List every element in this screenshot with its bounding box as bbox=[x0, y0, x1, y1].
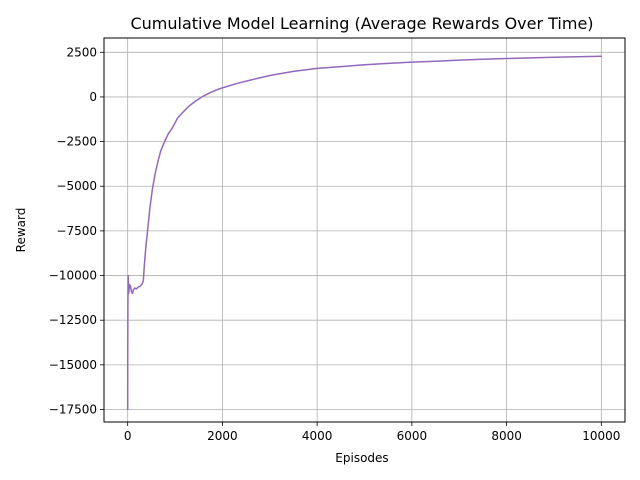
plot-frame bbox=[103, 37, 626, 423]
x-axis-label: Episodes bbox=[335, 451, 388, 465]
x-tick-label: 6000 bbox=[397, 429, 428, 443]
x-tick-label: 0 bbox=[124, 429, 132, 443]
y-tick-label: −15000 bbox=[49, 358, 97, 372]
series-layer bbox=[126, 55, 603, 411]
y-tick-label: 0 bbox=[89, 90, 97, 104]
y-tick-label: −10000 bbox=[49, 269, 97, 283]
reward-line bbox=[126, 55, 603, 411]
y-tick-label: 2500 bbox=[66, 45, 97, 59]
y-tick-label: −7500 bbox=[56, 224, 97, 238]
y-tick-label: −5000 bbox=[56, 179, 97, 193]
chart-title: Cumulative Model Learning (Average Rewar… bbox=[130, 14, 593, 33]
x-tick-label: 2000 bbox=[207, 429, 238, 443]
y-axis-label: Reward bbox=[14, 208, 28, 253]
x-tick-label: 10000 bbox=[582, 429, 620, 443]
grid bbox=[104, 38, 625, 422]
x-tick-label: 8000 bbox=[491, 429, 522, 443]
x-tick-label: 4000 bbox=[302, 429, 333, 443]
y-tick-label: −2500 bbox=[56, 135, 97, 149]
y-axis-ticks: 2500 0 −2500 −5000 −7500 −10000 −12500 −15000 −1… bbox=[49, 45, 104, 416]
y-tick-label: −12500 bbox=[49, 313, 97, 327]
x-axis-ticks: 0 2000 4000 6000 8000 10000 bbox=[124, 422, 620, 443]
y-tick-label: −17500 bbox=[49, 402, 97, 416]
